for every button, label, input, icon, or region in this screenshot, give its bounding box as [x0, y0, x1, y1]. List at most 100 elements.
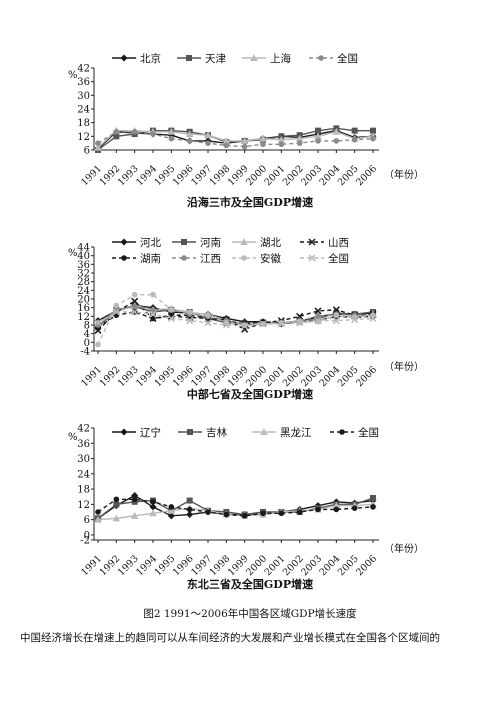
- legend-item: 湖北: [232, 237, 281, 249]
- legend-swatch-marker: [260, 428, 268, 435]
- data-point: [370, 135, 376, 142]
- body-paragraph: 中国经济增长在增速上的趋同可以从车间经济的大发展和产业增长模式在全国各个区域间的: [20, 632, 440, 644]
- series-line: [97, 498, 374, 517]
- y-tick-label: 24: [77, 286, 90, 297]
- data-point: [223, 142, 230, 149]
- legend-swatch-marker: [181, 239, 187, 245]
- y-tick-label: 12: [77, 500, 90, 511]
- data-point: [168, 135, 175, 142]
- legend-swatch-marker: [308, 238, 316, 246]
- x-tick-label: 2006: [354, 364, 379, 389]
- data-point: [259, 134, 267, 142]
- data-point: [185, 130, 194, 138]
- series-line: [97, 129, 374, 149]
- data-point: [131, 291, 138, 298]
- y-tick-label: 16: [77, 303, 90, 314]
- legend-swatch-marker: [120, 428, 128, 436]
- data-point: [94, 515, 102, 523]
- data-point: [370, 127, 376, 134]
- legend-item: 全国: [330, 426, 379, 439]
- data-point: [296, 319, 304, 327]
- data-point: [314, 132, 322, 140]
- legend-swatch-marker: [339, 429, 345, 435]
- chart-panel-2: -4048121620242832364044%1991199219931994…: [68, 236, 424, 401]
- legend-swatch-marker: [121, 255, 127, 261]
- x-axis-unit: （年份）: [384, 360, 424, 373]
- data-point: [168, 307, 175, 313]
- y-tick-label: 36: [77, 439, 90, 450]
- y-tick-label: 0: [84, 530, 90, 541]
- data-point: [112, 514, 121, 522]
- legend-label: 安徽: [260, 252, 281, 265]
- legend-swatch-marker: [318, 55, 324, 61]
- y-tick-label: 24: [77, 105, 90, 116]
- legend-label: 全国: [358, 426, 379, 439]
- data-point: [131, 303, 138, 310]
- data-point: [333, 506, 340, 513]
- data-point: [113, 302, 120, 309]
- legend-label: 河南: [200, 236, 221, 249]
- legend-item: 辽宁: [112, 426, 161, 439]
- data-point: [186, 506, 193, 513]
- series-line: [97, 311, 374, 328]
- chart-title: 沿海三市及全国GDP增速: [187, 195, 313, 209]
- data-point: [351, 127, 358, 134]
- legend-item: 全国: [300, 252, 349, 265]
- y-tick-label: -4: [80, 347, 90, 358]
- y-axis-label: %: [68, 248, 78, 259]
- legend-item: 湖南: [112, 252, 161, 265]
- data-point: [260, 510, 266, 517]
- data-point: [332, 127, 341, 135]
- data-point: [186, 511, 194, 519]
- series-1: [95, 125, 376, 153]
- series-3: [95, 496, 376, 519]
- y-axis-label: %: [68, 432, 78, 443]
- legend-label: 湖南: [140, 252, 161, 265]
- y-tick-label: 4: [84, 329, 90, 340]
- data-point: [149, 509, 157, 517]
- data-point: [95, 140, 101, 146]
- legend-label: 上海: [270, 52, 291, 65]
- legend-item: 江西: [172, 253, 221, 265]
- y-tick-label: 12: [77, 312, 90, 323]
- data-point: [131, 308, 139, 316]
- data-point: [370, 504, 376, 510]
- legend-swatch-marker: [250, 54, 258, 61]
- legend-label: 北京: [140, 52, 161, 65]
- y-tick-label: 6: [84, 146, 90, 157]
- data-point: [167, 127, 176, 135]
- data-point: [205, 312, 211, 319]
- data-point: [94, 319, 102, 327]
- data-point: [295, 134, 304, 142]
- legend-swatch-marker: [120, 238, 128, 246]
- data-point: [351, 316, 359, 324]
- legend-item: 河南: [172, 236, 221, 249]
- y-tick-label: 20: [77, 295, 90, 306]
- data-point: [150, 499, 156, 505]
- x-tick-label: 2006: [354, 553, 379, 578]
- y-tick-label: 6: [84, 515, 90, 526]
- chart-panel-3: -206121824303642%19911992199319941995199…: [68, 424, 424, 592]
- data-point: [315, 313, 321, 320]
- data-point: [351, 136, 358, 143]
- y-tick-label: 18: [77, 485, 90, 496]
- legend-label: 全国: [328, 252, 349, 265]
- series-line: [97, 305, 373, 326]
- legend-swatch-marker: [187, 429, 193, 435]
- data-point: [278, 510, 285, 517]
- data-point: [332, 317, 340, 325]
- y-tick-label: 36: [77, 77, 90, 88]
- data-point: [315, 138, 321, 144]
- data-point: [113, 133, 120, 140]
- y-tick-label: 30: [77, 454, 90, 465]
- data-point: [150, 307, 156, 313]
- data-point: [186, 317, 194, 325]
- legend-label: 吉林: [206, 426, 227, 439]
- legend-item: 北京: [112, 52, 161, 65]
- legend-swatch-marker: [308, 254, 316, 262]
- data-point: [204, 319, 212, 327]
- data-point: [241, 143, 248, 150]
- data-point: [369, 314, 377, 323]
- legend-item: 安徽: [232, 252, 281, 265]
- data-point: [168, 504, 175, 510]
